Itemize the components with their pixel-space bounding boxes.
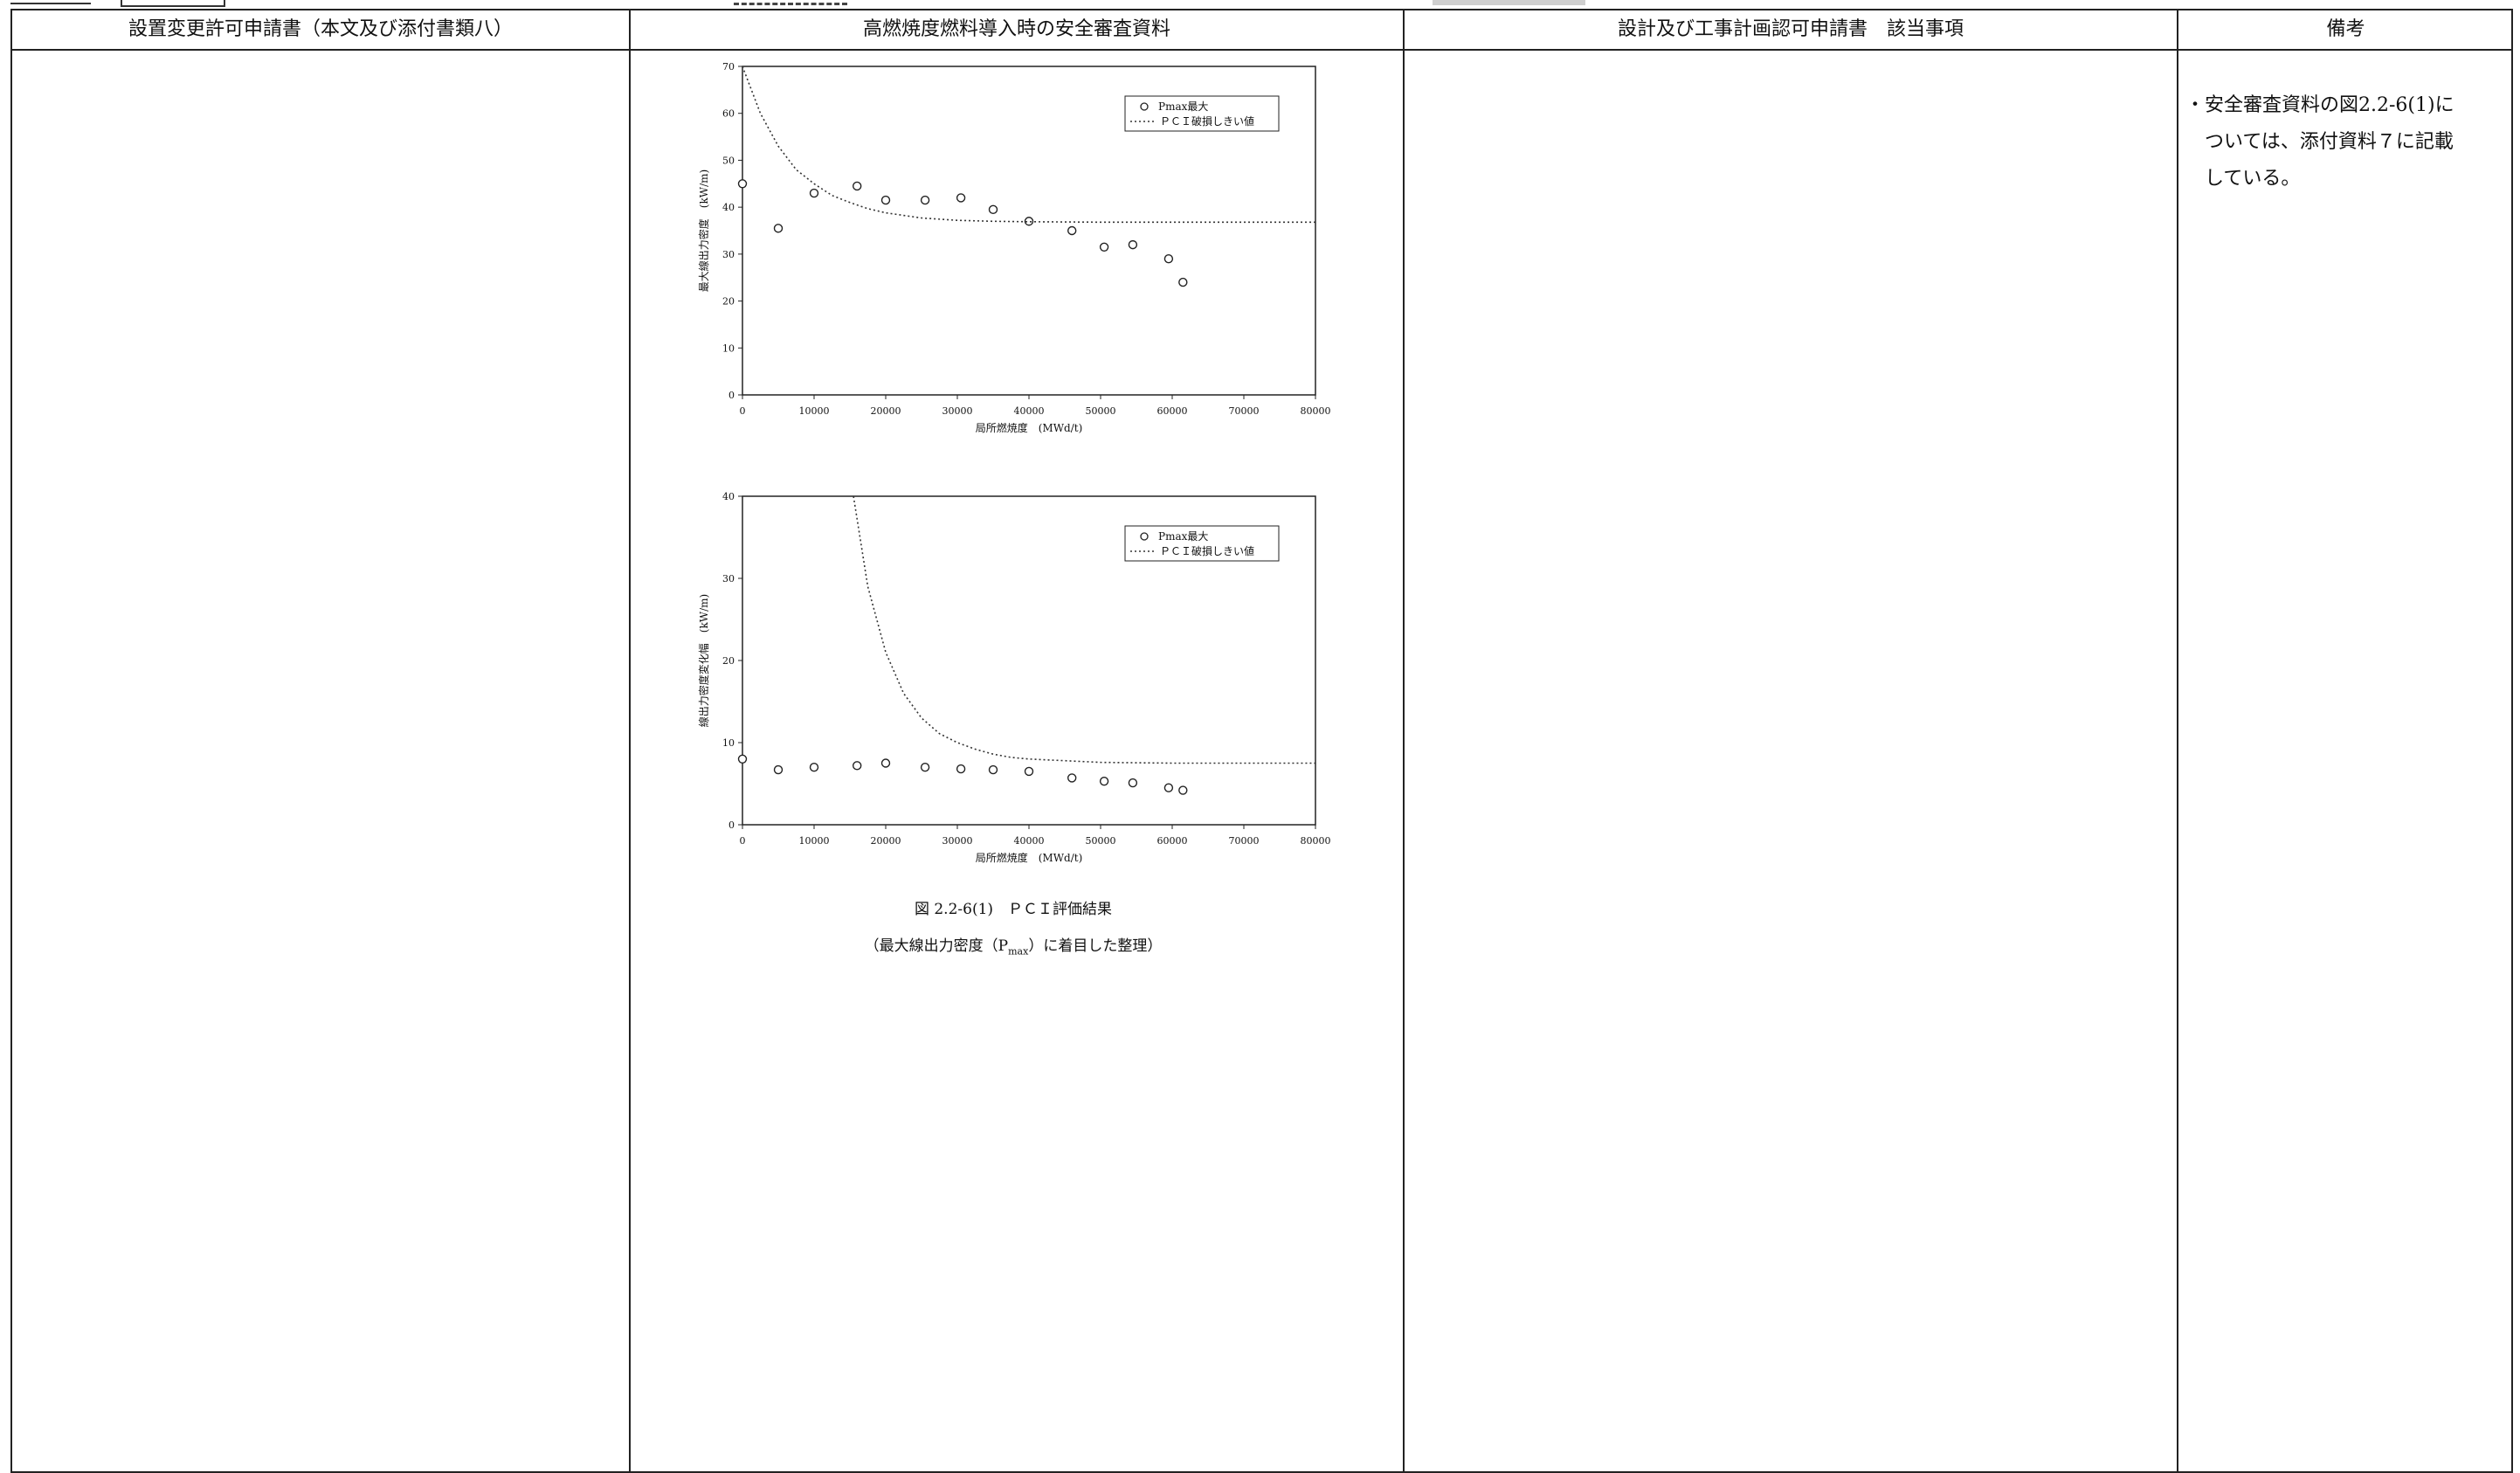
data-point bbox=[880, 195, 891, 205]
data-point bbox=[920, 195, 930, 205]
data-point bbox=[1024, 766, 1034, 777]
y-tick-label: 0 bbox=[728, 819, 735, 831]
data-point bbox=[956, 193, 966, 203]
legend-label-threshold: ＰＣＩ破損しきい値 bbox=[1160, 114, 1254, 128]
x-tick-label: 30000 bbox=[942, 405, 973, 417]
y-tick-label: 60 bbox=[722, 108, 735, 120]
x-tick-label: 50000 bbox=[1086, 835, 1116, 847]
legend-box bbox=[1124, 95, 1280, 132]
legend-box bbox=[1124, 525, 1280, 562]
y-tick-label: 30 bbox=[722, 573, 735, 584]
x-tick-label: 70000 bbox=[1229, 835, 1260, 847]
y-tick-label: 40 bbox=[722, 202, 735, 213]
pci-chart-power-change: 0 10000 20000 30000 40000 50000 60000 70000 8000… bbox=[697, 491, 1331, 864]
y-tick-label: 50 bbox=[722, 155, 735, 166]
top-mark-dashes bbox=[734, 0, 847, 5]
x-tick-label: 50000 bbox=[1086, 405, 1116, 417]
y-tick-label: 0 bbox=[728, 390, 735, 401]
threshold-curve bbox=[853, 495, 1315, 764]
data-point bbox=[920, 763, 930, 772]
x-tick-label: 80000 bbox=[1301, 835, 1331, 847]
x-tick-label: 40000 bbox=[1014, 835, 1045, 847]
x-tick-label: 0 bbox=[740, 835, 746, 847]
data-point bbox=[988, 204, 998, 215]
header-col2: 高燃焼度燃料導入時の安全審査資料 bbox=[862, 18, 1170, 40]
data-point bbox=[1163, 783, 1174, 792]
legend-marker-points bbox=[1140, 102, 1149, 111]
x-tick-label: 0 bbox=[740, 405, 746, 417]
y-tick-label: 10 bbox=[722, 737, 735, 749]
x-tick-label: 40000 bbox=[1014, 405, 1045, 417]
top-edge-marks bbox=[0, 0, 2520, 9]
header-col1: 設置変更許可申請書（本文及び添付書類八） bbox=[128, 18, 513, 40]
caption-sub-post: ）に着目した整理） bbox=[1028, 937, 1163, 955]
column-divider-3 bbox=[2177, 10, 2178, 1471]
data-point bbox=[988, 764, 998, 775]
x-tick-label: 80000 bbox=[1301, 405, 1331, 417]
data-point bbox=[1163, 254, 1174, 264]
data-point bbox=[1128, 778, 1138, 788]
y-axis-label: 線出力密度変化幅 (kW/m) bbox=[697, 594, 710, 727]
x-tick-label: 10000 bbox=[799, 405, 830, 417]
data-point bbox=[880, 758, 891, 768]
y-tick-label: 20 bbox=[722, 655, 735, 667]
data-point bbox=[737, 754, 748, 764]
header-col3: 設計及び工事計画認可申請書 該当事項 bbox=[1617, 18, 1964, 40]
threshold-curve bbox=[742, 66, 1315, 224]
data-point bbox=[1024, 217, 1034, 226]
top-mark-box-2 bbox=[121, 0, 225, 7]
x-tick-label: 70000 bbox=[1229, 405, 1260, 417]
data-point bbox=[852, 181, 862, 191]
data-point bbox=[1067, 225, 1077, 236]
caption-sub-pre: （最大線出力密度（P bbox=[864, 937, 1009, 955]
data-point bbox=[1128, 239, 1138, 250]
remark-line-2: ついては、添付資料７に記載 bbox=[2205, 131, 2454, 153]
data-point bbox=[1178, 785, 1188, 795]
x-tick-label: 60000 bbox=[1157, 405, 1188, 417]
remark-line-1: ・安全審査資料の図2.2-6(1)に bbox=[2185, 94, 2454, 116]
y-tick-label: 30 bbox=[722, 249, 735, 260]
data-point bbox=[1099, 776, 1109, 786]
x-axis-label: 局所燃焼度 (MWd/t) bbox=[976, 851, 1083, 864]
y-axis-label: 最大線出力密度 (kW/m) bbox=[697, 169, 710, 292]
data-point bbox=[1178, 277, 1188, 287]
data-point bbox=[809, 188, 819, 198]
figure-caption-subtitle: （最大線出力密度（Pmax）に着目した整理） bbox=[629, 933, 1398, 957]
data-point bbox=[1067, 773, 1077, 783]
pci-chart-max-power: 0 10000 20000 30000 40000 50000 60000 70000 8000… bbox=[697, 61, 1331, 434]
remark-line-3: している。 bbox=[2205, 168, 2301, 190]
column-divider-2 bbox=[1403, 10, 1405, 1471]
x-tick-label: 10000 bbox=[799, 835, 830, 847]
x-tick-label: 60000 bbox=[1157, 835, 1188, 847]
caption-sub-subscript: max bbox=[1008, 945, 1029, 958]
data-point bbox=[773, 224, 784, 233]
top-mark-gray-bar bbox=[1433, 0, 1585, 5]
figure-caption-title: 図 2.2-6(1) ＰＣＩ評価結果 bbox=[914, 901, 1113, 918]
remark-text: ・安全審査資料の図2.2-6(1)に ついては、添付資料７に記載 している。 bbox=[2185, 87, 2509, 197]
legend-label-threshold: ＰＣＩ破損しきい値 bbox=[1160, 544, 1254, 557]
y-tick-label: 20 bbox=[722, 296, 735, 308]
legend-marker-points bbox=[1140, 532, 1149, 541]
x-tick-label: 20000 bbox=[871, 405, 901, 417]
data-point bbox=[956, 764, 966, 774]
top-mark-box-1 bbox=[10, 0, 91, 4]
comparison-table: 設置変更許可申請書（本文及び添付書類八） 高燃焼度燃料導入時の安全審査資料 設計… bbox=[10, 9, 2513, 1473]
y-tick-label: 10 bbox=[722, 342, 735, 354]
x-tick-label: 30000 bbox=[942, 835, 973, 847]
header-divider bbox=[12, 49, 2511, 51]
data-point bbox=[809, 763, 819, 772]
legend-label-points: Pmax最大 bbox=[1158, 530, 1208, 543]
data-point bbox=[737, 179, 748, 189]
data-point bbox=[852, 761, 862, 771]
header-col4: 備考 bbox=[2326, 18, 2365, 40]
y-tick-label: 70 bbox=[722, 61, 735, 73]
y-tick-label: 40 bbox=[722, 491, 735, 502]
legend-label-points: Pmax最大 bbox=[1158, 100, 1208, 113]
column-divider-1 bbox=[629, 10, 631, 1471]
x-axis-label: 局所燃焼度 (MWd/t) bbox=[976, 421, 1083, 434]
data-point bbox=[773, 764, 784, 775]
data-point bbox=[1099, 242, 1109, 252]
x-tick-label: 20000 bbox=[871, 835, 901, 847]
